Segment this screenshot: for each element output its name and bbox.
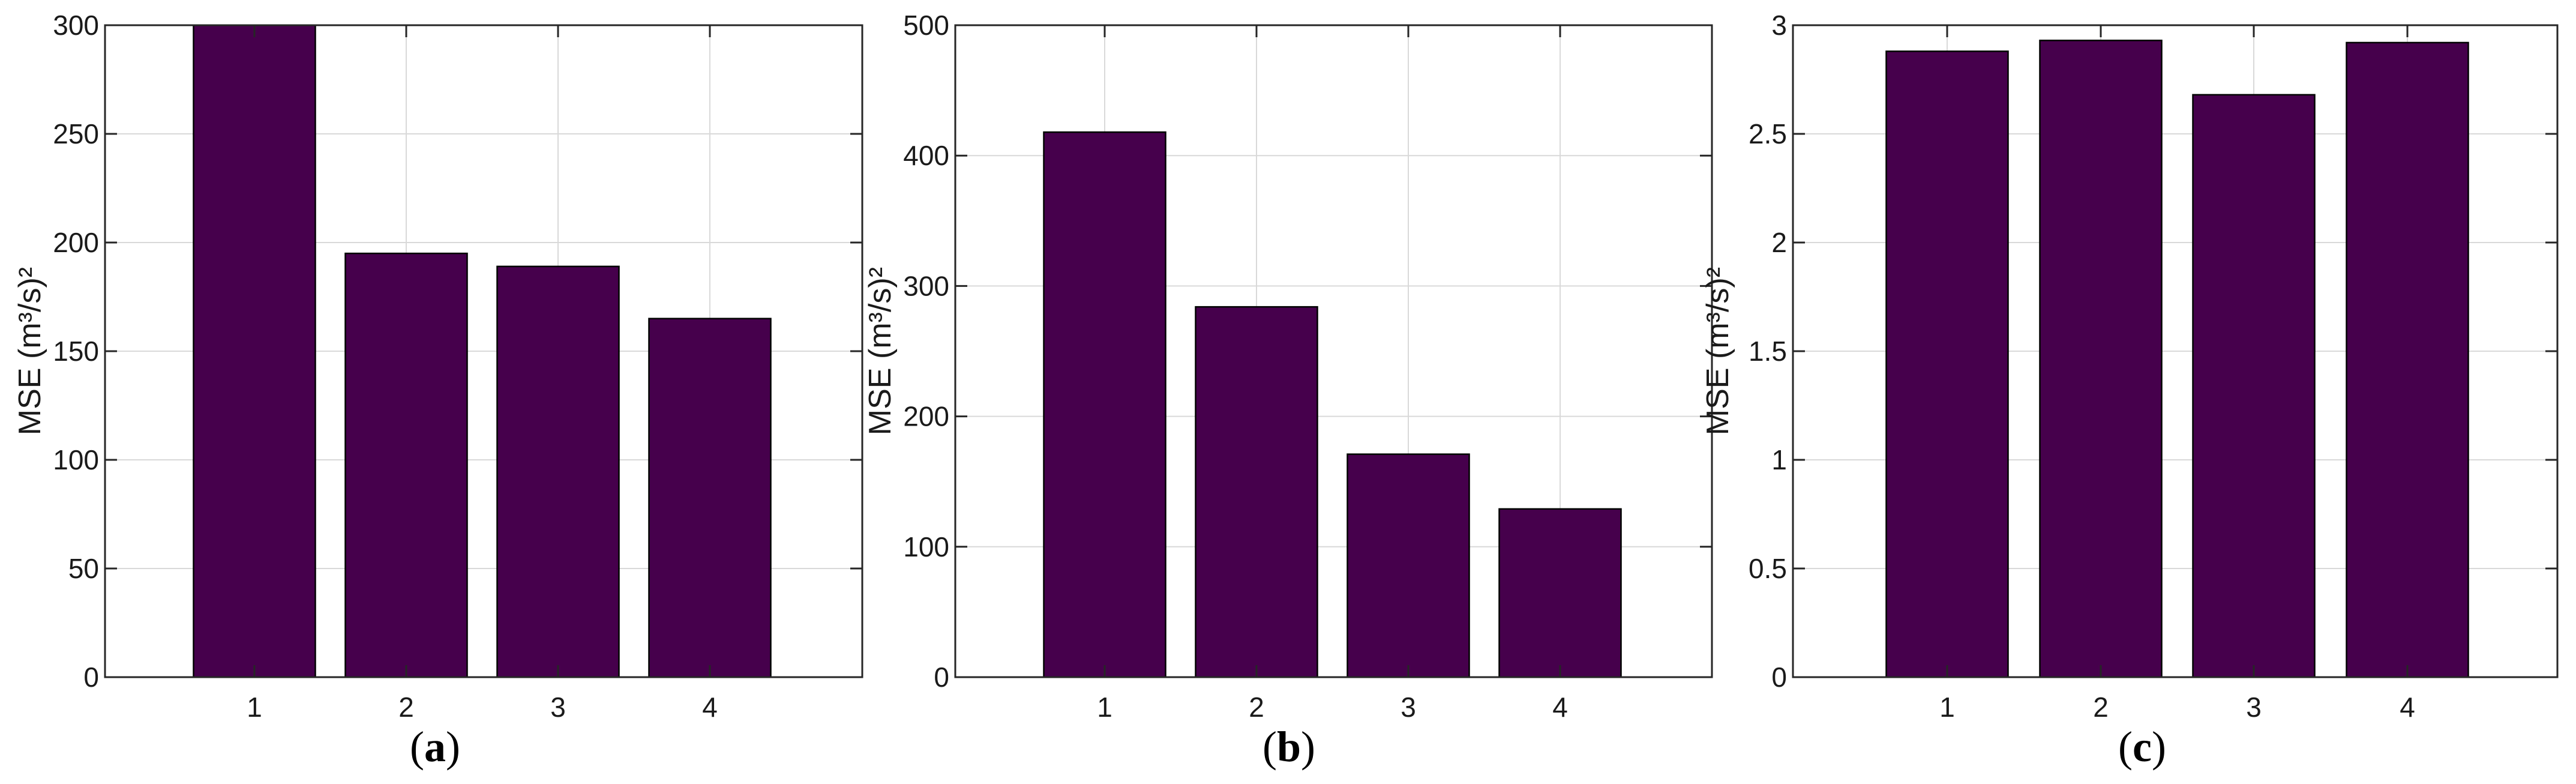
y-tick-label: 2: [1771, 227, 1787, 258]
x-tick-label: 1: [1097, 692, 1112, 723]
x-tick-label: 3: [1401, 692, 1416, 723]
bar-1: [1885, 50, 2009, 678]
bar-4: [648, 318, 772, 678]
y-tick-label: 400: [903, 140, 949, 171]
x-tick-label: 4: [2400, 692, 2415, 723]
y-tick-label: 3: [1771, 10, 1787, 41]
x-tick-label: 2: [1249, 692, 1264, 723]
y-tick-label: 50: [68, 553, 99, 584]
bar-2: [1195, 306, 1318, 678]
bar-2: [344, 252, 468, 678]
bar-3: [2192, 94, 2316, 678]
chart-panel-b: 0 100 200 300 400 500 1 2 3 4 MSE (m³/s)² (b): [863, 10, 1713, 771]
panel-caption: (b): [1262, 723, 1315, 771]
y-tick-label: 100: [53, 444, 99, 475]
bar-3: [1347, 453, 1470, 678]
x-tick-label: 3: [550, 692, 566, 723]
plot-frame: [954, 24, 1713, 678]
x-tick-label: 1: [1939, 692, 1955, 723]
y-tick-label: 200: [903, 401, 949, 432]
bar-1: [193, 24, 316, 678]
y-tick-label: 250: [53, 118, 99, 149]
y-tick-label: 2.5: [1749, 118, 1787, 149]
x-tick-label: 2: [2093, 692, 2109, 723]
y-axis-label: MSE (m³/s)²: [863, 267, 898, 435]
bar-2: [2039, 40, 2163, 678]
y-tick-label: 0.5: [1749, 553, 1787, 584]
y-tick-label: 0: [1771, 662, 1787, 693]
bar-1: [1043, 131, 1166, 678]
y-tick-label: 300: [903, 270, 949, 301]
y-tick-label: 1: [1771, 444, 1787, 475]
y-tick-label: 0: [934, 662, 949, 693]
y-tick-label: 200: [53, 227, 99, 258]
x-tick-label: 1: [247, 692, 262, 723]
y-tick-label: 1.5: [1749, 336, 1787, 367]
panel-caption: (c): [2118, 723, 2166, 771]
x-tick-label: 3: [2246, 692, 2262, 723]
y-axis-label: MSE (m³/s)²: [1701, 267, 1735, 435]
bar-3: [496, 265, 620, 678]
y-axis-label: MSE (m³/s)²: [13, 267, 47, 435]
panel-caption: (a): [410, 723, 460, 771]
y-tick-label: 150: [53, 336, 99, 367]
bar-4: [1498, 508, 1622, 678]
y-tick-label: 300: [53, 10, 99, 41]
y-tick-label: 0: [83, 662, 99, 693]
x-tick-label: 4: [702, 692, 718, 723]
x-tick-label: 2: [398, 692, 414, 723]
bar-4: [2346, 41, 2469, 678]
chart-panel-a: 0 50 100 150 200 250 300 1 2 3 4 MSE (m³/s)² (a): [13, 10, 863, 771]
y-tick-label: 500: [903, 10, 949, 41]
x-tick-label: 4: [1552, 692, 1568, 723]
y-tick-label: 100: [903, 531, 949, 562]
chart-panel-c: 0 0.5 1 1.5 2 2.5 3 1 2 3 4 MSE (m³/s)² (c): [1701, 10, 2559, 771]
